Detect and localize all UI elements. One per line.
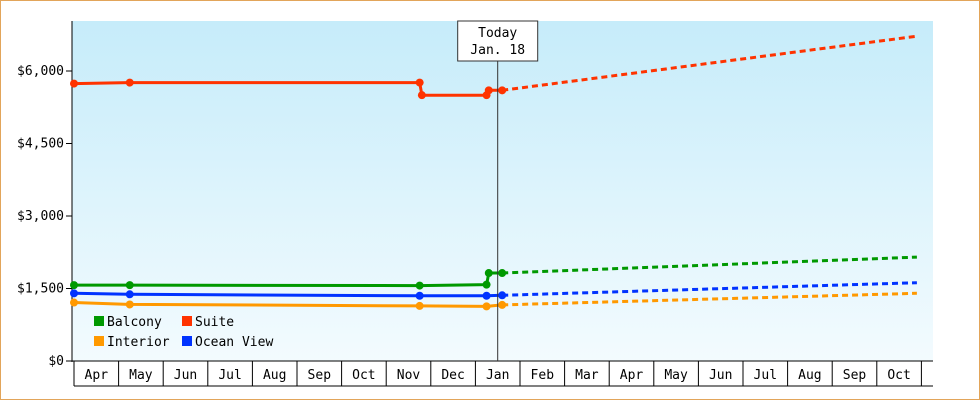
- data-point-interior[interactable]: [125, 300, 134, 309]
- x-tick-label: Jun: [174, 368, 197, 383]
- x-tick-label: Jan: [486, 368, 509, 383]
- data-point-ocean-view[interactable]: [70, 289, 78, 298]
- data-point-suite[interactable]: [415, 78, 424, 87]
- data-point-suite[interactable]: [484, 86, 493, 95]
- x-tick-label: Sep: [308, 368, 332, 383]
- data-point-balcony[interactable]: [484, 269, 493, 278]
- legend-label-suite: Suite: [195, 315, 234, 330]
- data-point-suite[interactable]: [417, 91, 426, 100]
- series-layer: [70, 34, 918, 311]
- y-tick-label: $0: [48, 354, 64, 369]
- data-point-balcony[interactable]: [70, 281, 78, 290]
- x-tick-label: Mar: [575, 368, 599, 383]
- y-tick-label: $6,000: [17, 64, 64, 79]
- legend-swatch-balcony: [94, 316, 104, 326]
- x-tick-label: Aug: [798, 368, 821, 383]
- x-tick-label: May: [129, 368, 153, 383]
- x-tick-label: Jul: [218, 368, 241, 383]
- today-date: Jan. 18: [470, 43, 525, 58]
- x-tick-label: Oct: [352, 368, 375, 383]
- x-tick-label: Dec: [441, 368, 464, 383]
- data-point-interior[interactable]: [415, 301, 424, 310]
- series-ocean-view: [70, 281, 917, 300]
- x-tick-label: Apr: [620, 368, 644, 383]
- legend-label-interior: Interior: [107, 335, 170, 350]
- y-axis: $0 $1,500 $3,000 $4,500 $6,000: [17, 21, 73, 369]
- data-point-interior[interactable]: [70, 298, 78, 307]
- plot-area: [72, 21, 933, 361]
- x-tick-label: Oct: [887, 368, 910, 383]
- legend-swatch-suite: [182, 316, 192, 326]
- data-point-suite[interactable]: [125, 78, 134, 87]
- y-tick-label: $4,500: [17, 137, 64, 152]
- x-tick-label: Sep: [843, 368, 867, 383]
- today-label: Today: [478, 26, 517, 41]
- data-point-interior[interactable]: [482, 302, 491, 311]
- data-point-balcony[interactable]: [415, 281, 424, 290]
- legend-label-balcony: Balcony: [107, 315, 162, 330]
- data-point-ocean-view[interactable]: [498, 291, 507, 300]
- series-interior: [70, 291, 917, 311]
- x-tick-label: Feb: [531, 368, 555, 383]
- y-tick-label: $1,500: [17, 282, 64, 297]
- data-point-balcony[interactable]: [482, 280, 491, 289]
- x-tick-label: Aug: [263, 368, 286, 383]
- legend-swatch-ocean-view: [182, 336, 192, 346]
- today-box: [457, 20, 539, 62]
- today-marker: Today Jan. 18: [457, 20, 539, 361]
- x-tick-label: Apr: [85, 368, 109, 383]
- legend-label-ocean-view: Ocean View: [195, 335, 273, 350]
- data-point-ocean-view[interactable]: [482, 291, 491, 300]
- data-point-suite[interactable]: [498, 86, 507, 95]
- legend: Balcony Suite Interior Ocean View: [94, 315, 273, 350]
- series-balcony: [70, 255, 917, 290]
- data-point-suite[interactable]: [70, 79, 78, 88]
- data-point-ocean-view[interactable]: [415, 291, 424, 300]
- forecast-line-interior: [502, 291, 917, 307]
- data-point-ocean-view[interactable]: [125, 290, 134, 299]
- data-point-balcony[interactable]: [498, 269, 507, 278]
- legend-swatch-interior: [94, 336, 104, 346]
- data-point-balcony[interactable]: [125, 281, 134, 290]
- forecast-line-balcony: [502, 255, 917, 275]
- x-tick-label: Nov: [397, 368, 421, 383]
- x-tick-label: Jun: [709, 368, 732, 383]
- y-tick-label: $3,000: [17, 209, 64, 224]
- x-tick-label: May: [664, 368, 688, 383]
- x-axis: Apr May Jun Jul Aug Sep Oct Nov Dec Jan Feb Mar Apr M…: [72, 360, 933, 387]
- x-tick-label: Jul: [754, 368, 777, 383]
- data-point-interior[interactable]: [498, 300, 507, 309]
- forecast-line-ocean-view: [502, 281, 917, 297]
- series-suite: [70, 34, 918, 100]
